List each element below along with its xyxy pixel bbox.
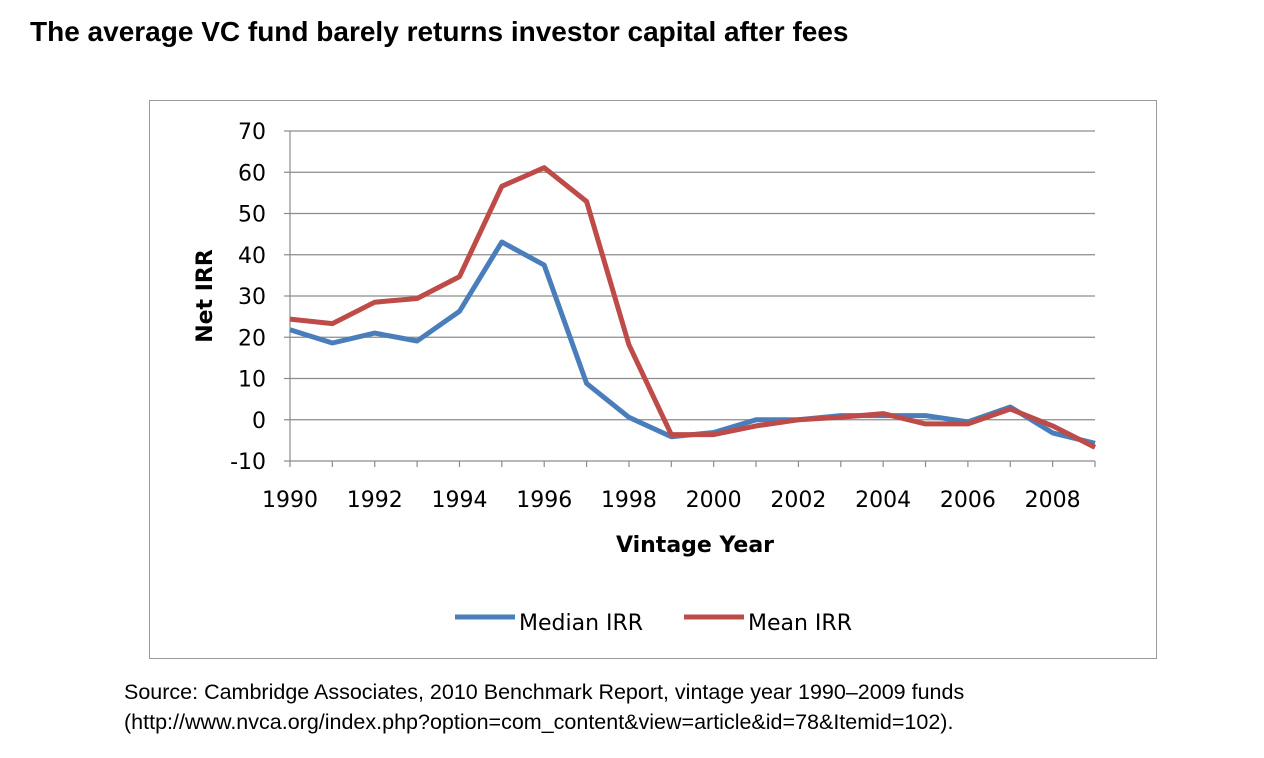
page-title: The average VC fund barely returns inves… <box>30 16 849 47</box>
x-tick-labels: 1990 1992 1994 1996 1998 2000 2002 2004 2006 2008 <box>262 488 1081 513</box>
legend-label-mean-irr: Mean IRR <box>748 611 852 636</box>
x-tick-label: 2000 <box>686 488 742 513</box>
y-tick-label: 40 <box>238 244 266 269</box>
source-line-2: (http://www.nvca.org/index.php?option=co… <box>124 710 954 734</box>
source-note: Source: Cambridge Associates, 2010 Bench… <box>124 677 1224 737</box>
x-tick-label: 2002 <box>770 488 826 513</box>
series-line-mean-irr <box>289 165 1097 450</box>
x-tick-label: 1998 <box>601 488 657 513</box>
series-lines <box>289 165 1097 450</box>
y-tick-label: 0 <box>252 409 266 434</box>
x-tick-label: 2008 <box>1025 488 1081 513</box>
y-tick-label: 70 <box>238 120 266 145</box>
y-axis-label: Net IRR <box>193 249 218 343</box>
y-tick-label: 60 <box>238 161 266 186</box>
legend-label-median-irr: Median IRR <box>519 611 643 636</box>
series-line-median-irr <box>289 239 1096 446</box>
y-tick-label: 10 <box>238 368 266 393</box>
y-tick-labels: -10 0 10 20 30 40 50 60 70 <box>230 120 266 475</box>
y-tick-label: 30 <box>238 285 266 310</box>
x-tick-label: 2006 <box>940 488 996 513</box>
x-tick-label: 1992 <box>347 488 403 513</box>
legend: Median IRR Mean IRR <box>455 611 852 636</box>
source-line-1: Source: Cambridge Associates, 2010 Bench… <box>124 680 965 704</box>
x-tick-label: 1994 <box>431 488 487 513</box>
x-tick-label: 1996 <box>516 488 572 513</box>
x-axis-label: Vintage Year <box>616 533 774 558</box>
y-tick-label: -10 <box>230 450 266 475</box>
y-tick-label: 20 <box>238 326 266 351</box>
y-tick-label: 50 <box>238 203 266 228</box>
axes <box>284 130 1096 467</box>
x-tick-label: 1990 <box>262 488 318 513</box>
gridlines <box>290 130 1095 462</box>
x-tick-label: 2004 <box>855 488 911 513</box>
chart-frame <box>149 100 1157 659</box>
